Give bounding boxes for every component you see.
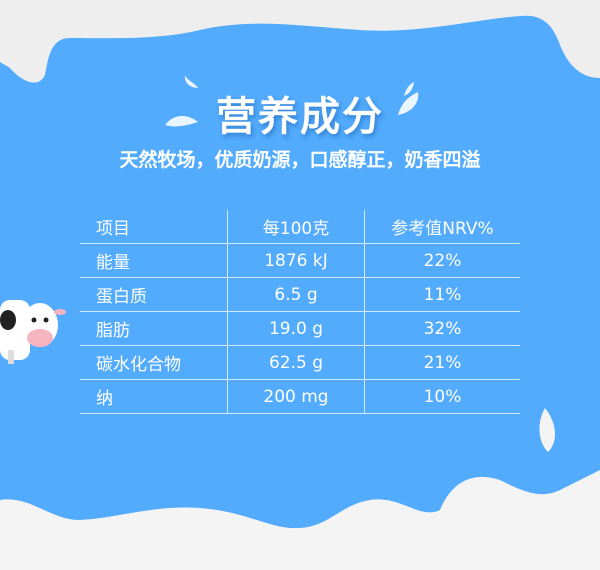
per100g-cell: 1876 kJ [227, 243, 365, 278]
table-header-row: 项目 每100克 参考值NRV% [80, 210, 520, 244]
nrv-cell: 21% [364, 345, 520, 380]
milk-drop-icon [539, 408, 556, 452]
nrv-cell: 10% [364, 379, 520, 414]
table-row: 碳水化合物 62.5 g 21% [80, 345, 520, 380]
page-subtitle: 天然牧场，优质奶源，口感醇正，奶香四溢 [119, 149, 481, 171]
cow-icon [0, 300, 66, 364]
milk-bottom [0, 470, 600, 570]
per100g-cell: 62.5 g [227, 345, 365, 380]
per100g-cell: 6.5 g [227, 277, 365, 312]
nrv-cell: 22% [364, 243, 520, 278]
page-title: 营养成分 [216, 94, 384, 140]
water-drop-icon [165, 116, 198, 127]
water-drop-icon [404, 82, 414, 96]
item-cell: 脂肪 [80, 311, 228, 346]
water-drop-icon [398, 92, 419, 115]
header-cell: 每100克 [227, 210, 365, 244]
water-drop-icon [184, 76, 198, 88]
per100g-cell: 19.0 g [227, 311, 365, 346]
header-cell: 参考值NRV% [364, 210, 520, 244]
table-row: 能量 1876 kJ 22% [80, 243, 520, 278]
nrv-cell: 11% [364, 277, 520, 312]
item-cell: 碳水化合物 [80, 345, 228, 380]
table-row: 蛋白质 6.5 g 11% [80, 277, 520, 312]
item-cell: 能量 [80, 243, 228, 278]
milk-top [0, 0, 600, 83]
table-row: 纳 200 mg 10% [80, 379, 520, 414]
nrv-cell: 32% [364, 311, 520, 346]
header-cell: 项目 [80, 210, 228, 244]
item-cell: 蛋白质 [80, 277, 228, 312]
per100g-cell: 200 mg [227, 379, 365, 414]
table-row: 脂肪 19.0 g 32% [80, 311, 520, 346]
nutrition-table: 项目 每100克 参考值NRV% 能量 1876 kJ 22% 蛋白质 6.5 … [80, 210, 520, 414]
item-cell: 纳 [80, 379, 228, 414]
